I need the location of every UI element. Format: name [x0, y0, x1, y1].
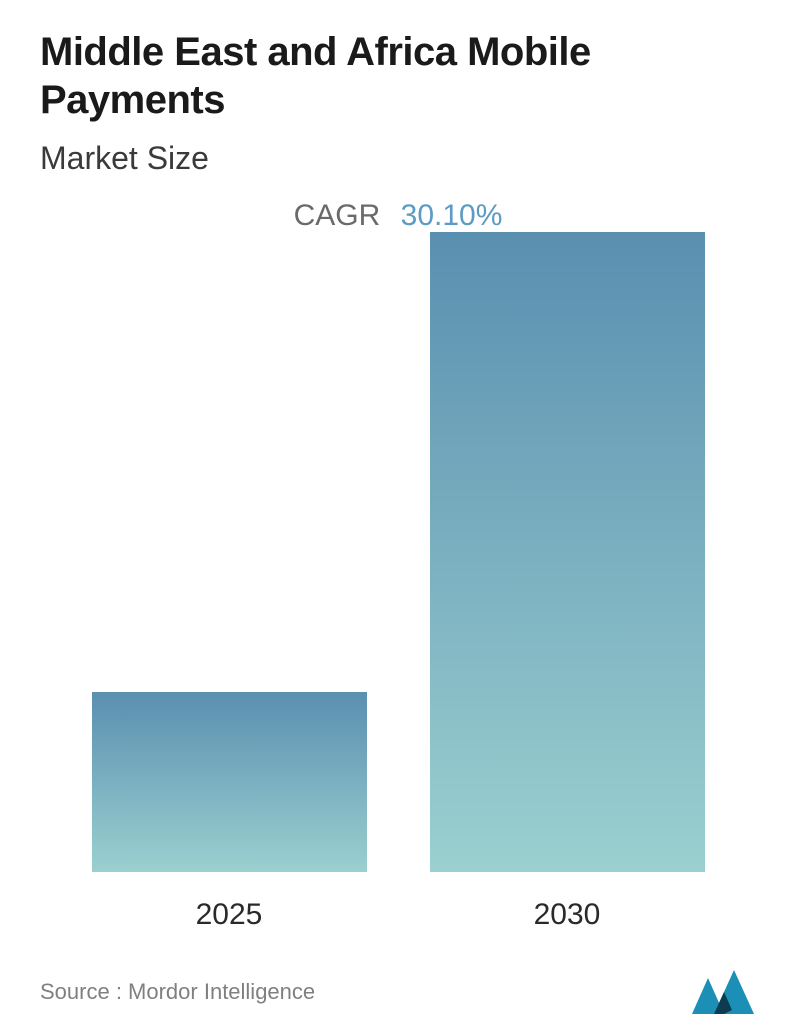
chart-area: 2025 2030: [40, 253, 756, 962]
cagr-row: CAGR 30.10%: [40, 199, 756, 233]
footer: Source : Mordor Intelligence: [40, 962, 756, 1014]
bar-2025: [92, 692, 367, 872]
bar-label-1: 2030: [430, 898, 705, 932]
cagr-value: 30.10%: [401, 199, 503, 232]
bar-2030: [430, 232, 705, 872]
chart-container: Middle East and Africa Mobile Payments M…: [0, 0, 796, 1034]
source-text: Source : Mordor Intelligence: [40, 979, 315, 1005]
chart-title: Middle East and Africa Mobile Payments: [40, 28, 756, 124]
cagr-label: CAGR: [294, 199, 381, 232]
bars-wrap: [40, 253, 756, 872]
chart-subtitle: Market Size: [40, 140, 756, 177]
bar-labels: 2025 2030: [40, 898, 756, 932]
bar-label-0: 2025: [92, 898, 367, 932]
mordor-logo-icon: [692, 970, 756, 1014]
